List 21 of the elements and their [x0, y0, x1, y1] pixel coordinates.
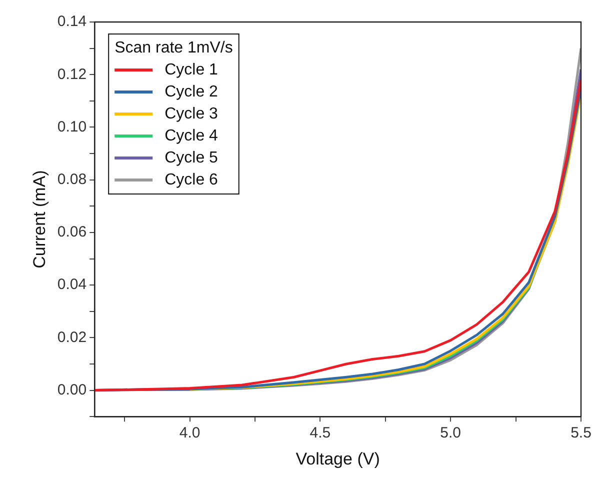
y-axis-title: Current (mA)	[30, 170, 49, 268]
legend-label: Cycle 5	[164, 149, 218, 166]
y-tick-label: 0.08	[57, 170, 87, 188]
legend-label: Cycle 3	[164, 105, 218, 122]
y-tick-label: 0.12	[57, 66, 87, 83]
x-tick-label: 4.5	[310, 424, 331, 442]
legend-label: Cycle 6	[164, 171, 218, 188]
y-tick-label: 0.14	[57, 13, 87, 30]
x-tick-label: 5.0	[440, 424, 462, 442]
y-tick-label: 0.10	[57, 118, 87, 136]
legend-title: Scan rate 1mV/s	[114, 39, 233, 56]
y-tick-label: 0.02	[57, 328, 87, 346]
x-tick-label: 4.0	[179, 424, 200, 442]
y-tick-label: 0.04	[57, 276, 87, 294]
x-axis-title: Voltage (V)	[296, 449, 380, 468]
y-tick-label: 0.00	[57, 381, 87, 398]
legend-label: Cycle 1	[164, 61, 218, 78]
y-tick-label: 0.06	[57, 224, 87, 241]
x-tick-label: 5.5	[570, 424, 592, 442]
legend-label: Cycle 2	[164, 83, 218, 100]
legend-label: Cycle 4	[164, 127, 218, 144]
